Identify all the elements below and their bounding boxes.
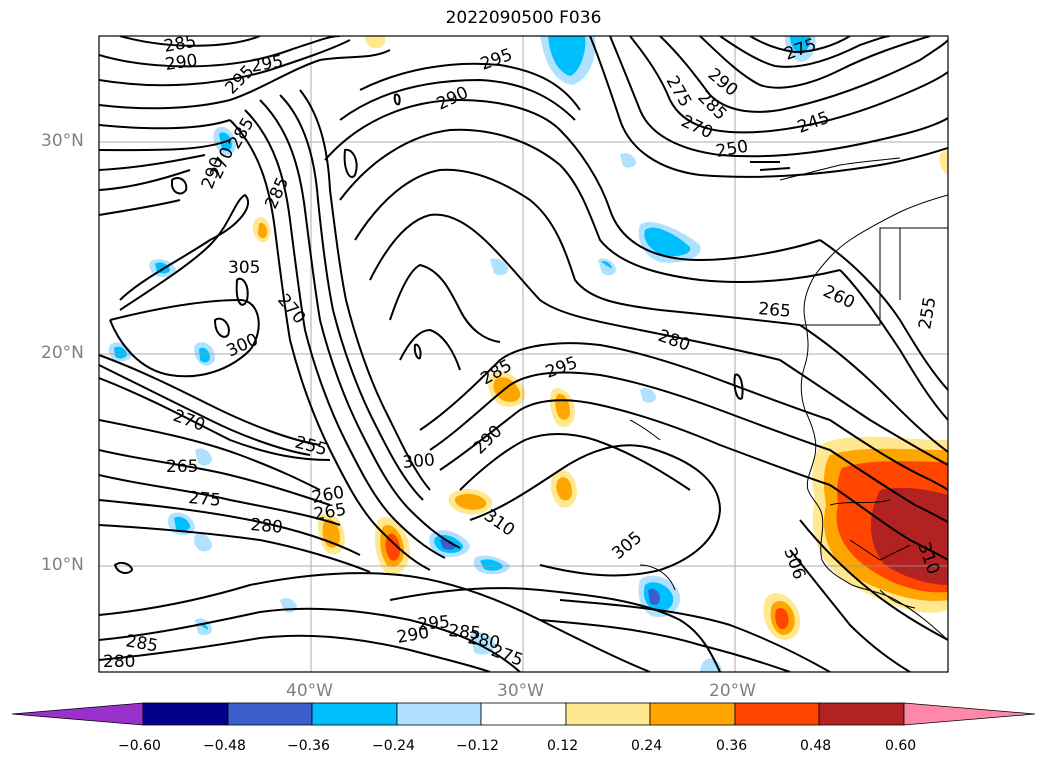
lon-label-30w: 30°W (497, 681, 544, 701)
contour-label: 280 (103, 652, 135, 672)
colorbar-tick-label: 0.48 (800, 738, 832, 754)
lat-label-30n: 30°N (41, 131, 84, 151)
contour-label: 285 (162, 32, 197, 57)
colorbar-max-extend (903, 702, 1036, 726)
colorbar-swatch (565, 702, 651, 726)
shaded-anomaly-fields (108, 36, 948, 672)
colorbar-tick-label: −0.48 (203, 738, 246, 754)
colorbar-swatch (734, 702, 820, 726)
map-plot-area: 285 290 295 295 290 295 290 285 275 270 … (99, 32, 948, 672)
coastlines (629, 157, 948, 641)
lat-label-10n: 10°N (41, 555, 84, 575)
colorbar-swatch (480, 702, 567, 726)
contour-label: 265 (758, 299, 792, 322)
colorbar-tick-label: 0.12 (547, 738, 579, 754)
contour-lines (99, 36, 948, 672)
colorbar-tick-label: 0.60 (885, 738, 917, 754)
contour-label: 290 (164, 51, 199, 75)
colorbar-tick-label: 0.36 (716, 738, 748, 754)
colorbar-swatch (227, 702, 313, 726)
lat-label-20n: 20°N (41, 343, 84, 363)
colorbar-swatch (142, 702, 229, 726)
colorbar-swatch (818, 702, 905, 726)
contour-label: 280 (250, 515, 284, 538)
contour-label: 305 (228, 258, 260, 278)
colorbar-min-extend (11, 702, 144, 726)
colorbar-tick-label: −0.24 (372, 738, 415, 754)
colorbar-tick-label: 0.24 (631, 738, 663, 754)
colorbar (11, 702, 1036, 726)
colorbar-swatch (649, 702, 736, 726)
lon-label-20w: 20°W (709, 681, 756, 701)
colorbar-tick-label: −0.12 (456, 738, 499, 754)
contour-label: 300 (402, 450, 436, 473)
colorbar-tick-label: −0.60 (118, 738, 161, 754)
contour-label: 275 (188, 488, 222, 511)
contour-label: 265 (166, 457, 198, 477)
lon-label-40w: 40°W (286, 681, 333, 701)
map-frame (98, 35, 949, 673)
colorbar-swatch (311, 702, 398, 726)
colorbar-swatch (396, 702, 482, 726)
map-title: 2022090500 F036 (445, 8, 602, 28)
colorbar-tick-label: −0.36 (287, 738, 330, 754)
contour-label: 285 (448, 621, 482, 644)
contour-label: 295 (417, 612, 451, 635)
